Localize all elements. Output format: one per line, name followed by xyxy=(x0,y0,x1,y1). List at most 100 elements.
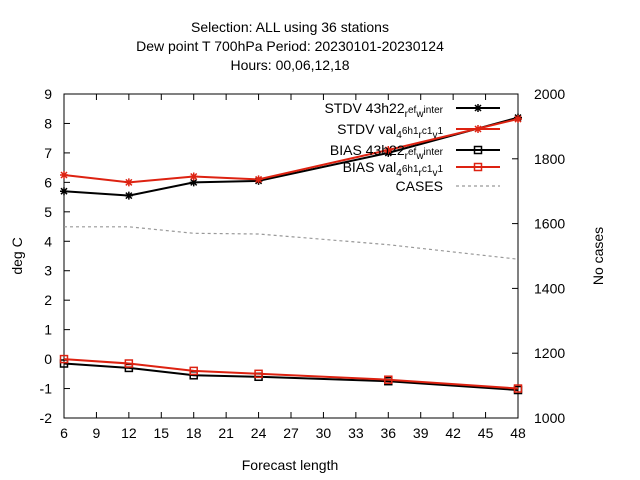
x-tick-label: 27 xyxy=(283,425,299,441)
data-point xyxy=(60,187,68,196)
series-line xyxy=(63,362,519,391)
data-point xyxy=(59,354,69,364)
x-tick-label: 33 xyxy=(348,425,364,441)
x-tick-label: 9 xyxy=(93,425,101,441)
data-point xyxy=(189,172,198,181)
legend-entry-4: CASES xyxy=(396,178,500,194)
y2-tick-label: 1800 xyxy=(534,151,565,167)
series-layer xyxy=(59,113,523,395)
legend-marker xyxy=(474,104,482,112)
y-axis-label: deg C xyxy=(9,237,25,274)
y2-tick-label: 1200 xyxy=(534,345,565,361)
legend-label-part: ef xyxy=(408,147,417,158)
legend-label-part: inter xyxy=(424,147,444,158)
legend-marker xyxy=(473,145,483,155)
y2-tick-label: 1600 xyxy=(534,216,565,232)
x-tick-label: 39 xyxy=(413,425,429,441)
legend-label-part: c1 xyxy=(422,126,433,137)
legend-label-part: CASES xyxy=(396,178,443,194)
x-tick-label: 24 xyxy=(251,425,267,441)
legend-entry-2: BIAS 43h22refwinter xyxy=(330,142,500,162)
x-tick-label: 30 xyxy=(316,425,332,441)
series-4 xyxy=(64,226,519,260)
legend-label-part: STDV val xyxy=(337,121,396,137)
legend-label-part: w xyxy=(415,109,424,120)
data-point xyxy=(189,178,198,187)
chart-title-line-1: Selection: ALL using 36 stations xyxy=(191,19,389,35)
legend-label-part: c1 xyxy=(422,164,433,175)
legend-label-part: BIAS val xyxy=(343,159,397,175)
y-tick-label: 1 xyxy=(44,322,52,338)
data-point xyxy=(513,384,523,393)
legend-entry-0: STDV 43h22refwinter xyxy=(324,100,500,120)
y-tick-label: 7 xyxy=(44,145,52,161)
legend-marker xyxy=(473,162,483,172)
legend-label-part: 1 xyxy=(437,126,443,137)
data-point xyxy=(254,369,263,379)
series-line xyxy=(64,226,519,260)
legend-entry-3: BIAS val46h1rc1v1 xyxy=(343,159,500,179)
x-tick-label: 12 xyxy=(121,425,137,441)
x-tick-label: 48 xyxy=(510,425,526,441)
legend-label-part: 6h1 xyxy=(402,126,419,137)
legend-label-part: v xyxy=(432,130,437,141)
legend-label-part: 4 xyxy=(396,168,402,179)
y-tick-label: 9 xyxy=(44,86,52,102)
y2-tick-label: 1000 xyxy=(534,410,565,426)
legend-label-part: 6h1 xyxy=(402,164,419,175)
axis-ticks: 6 9 12 15 18 21 24 27 30 33 36 39 42 45 48-2-101234567… xyxy=(40,86,566,441)
legend-label-part: BIAS 43h22 xyxy=(330,142,405,158)
y2-tick-label: 2000 xyxy=(534,86,565,102)
x-tick-label: 36 xyxy=(380,425,396,441)
chart-title-line-3: Hours: 00,06,12,18 xyxy=(230,57,349,73)
data-point xyxy=(384,145,393,154)
data-point xyxy=(514,115,522,124)
y2-tick-label: 1400 xyxy=(534,280,565,296)
legend-label: BIAS 43h22refwinter xyxy=(330,142,444,162)
y-tick-label: 6 xyxy=(44,174,52,190)
legend-label-part: STDV 43h22 xyxy=(324,100,404,116)
y-tick-label: -2 xyxy=(40,410,53,426)
x-tick-label: 15 xyxy=(153,425,169,441)
y-tick-label: 0 xyxy=(44,351,52,367)
x-axis-label: Forecast length xyxy=(242,457,339,473)
legend-label-part: 4 xyxy=(396,130,402,141)
series-line xyxy=(63,118,519,184)
legend-label-part: 1 xyxy=(437,164,443,175)
legend-label-part: w xyxy=(415,151,424,162)
legend-label: BIAS val46h1rc1v1 xyxy=(343,159,444,179)
legend-label-part: v xyxy=(432,168,437,179)
data-point xyxy=(124,191,133,200)
legend-entry-1: STDV val46h1rc1v1 xyxy=(337,121,500,141)
y-tick-label: -1 xyxy=(40,381,53,397)
legend-label-part: r xyxy=(405,151,409,162)
series-line xyxy=(63,116,519,197)
legend-label-part: ef xyxy=(408,105,417,116)
legend-label-part: r xyxy=(405,109,409,120)
chart-title-line-2: Dew point T 700hPa Period: 20230101-2023… xyxy=(136,38,444,54)
data-point xyxy=(384,375,393,384)
x-tick-label: 18 xyxy=(186,425,202,441)
x-tick-label: 45 xyxy=(478,425,494,441)
y-tick-label: 5 xyxy=(44,204,52,220)
legend-marker xyxy=(474,125,482,133)
series-2 xyxy=(59,359,523,395)
legend-label-part: r xyxy=(419,168,423,179)
data-point xyxy=(124,359,134,368)
x-tick-label: 42 xyxy=(445,425,461,441)
legend-label-part: inter xyxy=(424,105,444,116)
y-tick-label: 4 xyxy=(44,233,52,249)
legend-label-part: r xyxy=(419,130,423,141)
series-3 xyxy=(59,354,523,393)
data-point xyxy=(189,366,198,376)
y-tick-label: 2 xyxy=(44,292,52,308)
series-0 xyxy=(60,113,522,200)
y-tick-label: 3 xyxy=(44,263,52,279)
series-line xyxy=(63,358,519,390)
y-tick-label: 8 xyxy=(44,115,52,131)
y2-axis-label: No cases xyxy=(590,227,606,285)
legend-label: STDV val46h1rc1v1 xyxy=(337,121,443,141)
legend-label: CASES xyxy=(396,178,443,194)
legend-label: STDV 43h22refwinter xyxy=(324,100,443,120)
